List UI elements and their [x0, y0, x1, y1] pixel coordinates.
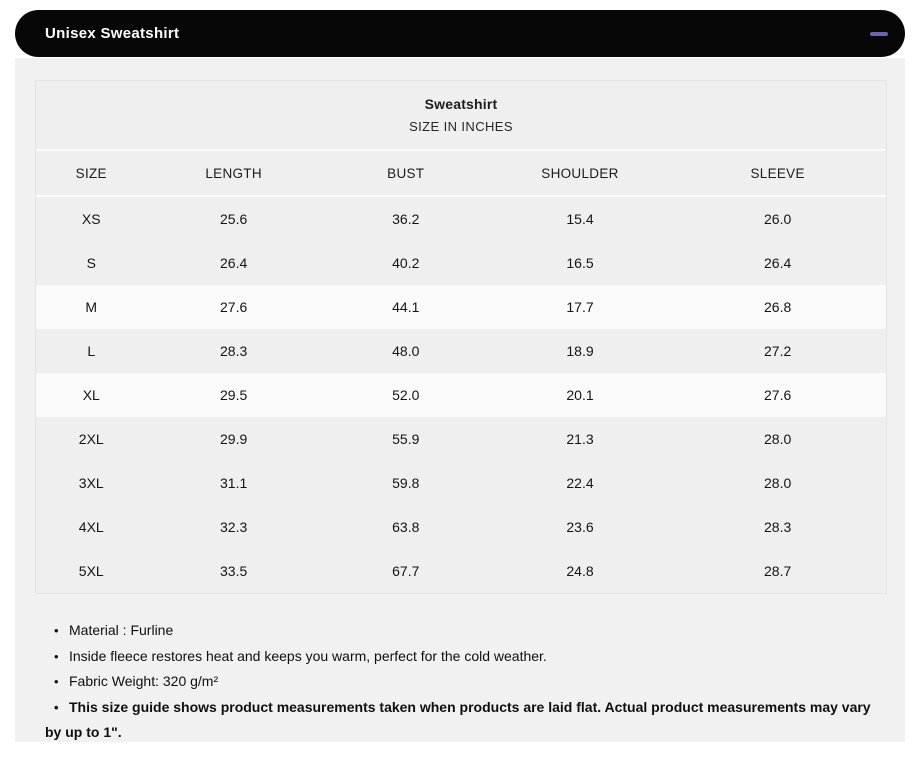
cell-bust: 67.7: [392, 563, 420, 579]
cell-size: XL: [82, 387, 100, 403]
bullet-icon: •: [54, 699, 59, 715]
table-row-3xl: 3XL 31.1 59.8 22.4 28.0: [36, 461, 886, 505]
cell-size: L: [87, 343, 96, 359]
column-header-shoulder: SHOULDER: [541, 165, 619, 181]
table-row-5xl: 5XL 33.5 67.7 24.8 28.7: [36, 549, 886, 593]
size-table-body: XS 25.6 36.2 15.4 26.0 S 26.4 40.2 16.5 26.4 M 27.6…: [36, 197, 886, 593]
cell-bust: 44.1: [392, 299, 420, 315]
cell-sleeve: 27.2: [764, 343, 792, 359]
table-title: Sweatshirt: [424, 96, 498, 112]
table-row-m: M 27.6 44.1 17.7 26.8: [36, 285, 886, 329]
cell-bust: 36.2: [392, 211, 420, 227]
cell-shoulder: 18.9: [566, 343, 594, 359]
accordion-header-unisex-sweatshirt[interactable]: Unisex Sweatshirt: [15, 10, 905, 57]
cell-sleeve: 28.0: [764, 475, 792, 491]
cell-sleeve: 28.3: [764, 519, 792, 535]
cell-sleeve: 26.0: [764, 211, 792, 227]
cell-bust: 40.2: [392, 255, 420, 271]
cell-shoulder: 20.1: [566, 387, 594, 403]
row-separator: [36, 149, 886, 151]
column-header-size: SIZE: [75, 165, 107, 181]
cell-length: 25.6: [220, 211, 248, 227]
accordion-title: Unisex Sweatshirt: [45, 25, 180, 42]
cell-sleeve: 26.4: [764, 255, 792, 271]
collapse-minus-icon[interactable]: [870, 31, 888, 36]
cell-sleeve: 28.0: [764, 431, 792, 447]
column-header-bust: BUST: [387, 165, 425, 181]
bullet-icon: •: [54, 623, 59, 638]
size-table-caption: Sweatshirt SIZE IN INCHES: [36, 81, 886, 149]
table-row-l: L 28.3 48.0 18.9 27.2: [36, 329, 886, 373]
cell-size: M: [85, 299, 98, 315]
cell-shoulder: 16.5: [566, 255, 594, 271]
cell-bust: 55.9: [392, 431, 420, 447]
bullet-icon: •: [54, 674, 59, 689]
note-item: • Fabric Weight: 320 g/m²: [45, 669, 889, 695]
cell-shoulder: 23.6: [566, 519, 594, 535]
bullet-icon: •: [54, 648, 59, 664]
column-header-length: LENGTH: [205, 165, 262, 181]
cell-shoulder: 21.3: [566, 431, 594, 447]
cell-size: 5XL: [78, 563, 104, 579]
table-row-xl: XL 29.5 52.0 20.1 27.6: [36, 373, 886, 417]
cell-size: 3XL: [78, 475, 104, 491]
cell-size: XS: [81, 211, 101, 227]
size-table-header-row: SIZE LENGTH BUST SHOULDER SLEEVE: [36, 151, 886, 195]
column-header-sleeve: SLEEVE: [750, 165, 805, 181]
table-row-2xl: 2XL 29.9 55.9 21.3 28.0: [36, 417, 886, 461]
row-separator: [36, 195, 886, 197]
cell-size: 4XL: [78, 519, 104, 535]
cell-shoulder: 22.4: [566, 475, 594, 491]
table-row-xs: XS 25.6 36.2 15.4 26.0: [36, 197, 886, 241]
cell-sleeve: 26.8: [764, 299, 792, 315]
cell-length: 29.5: [220, 387, 248, 403]
cell-length: 33.5: [220, 563, 248, 579]
table-row-4xl: 4XL 32.3 63.8 23.6 28.3: [36, 505, 886, 549]
note-item: • Material : Furline: [45, 618, 889, 644]
cell-bust: 52.0: [392, 387, 420, 403]
size-guide-panel: Sweatshirt SIZE IN INCHES SIZE LENGTH BUST…: [15, 58, 905, 742]
cell-length: 32.3: [220, 519, 248, 535]
cell-length: 28.3: [220, 343, 248, 359]
cell-sleeve: 28.7: [764, 563, 792, 579]
table-row-s: S 26.4 40.2 16.5 26.4: [36, 241, 886, 285]
note-item: • Inside fleece restores heat and keeps y…: [45, 644, 889, 670]
cell-bust: 48.0: [392, 343, 420, 359]
cell-shoulder: 24.8: [566, 563, 594, 579]
size-table: Sweatshirt SIZE IN INCHES SIZE LENGTH BUST…: [35, 80, 887, 594]
cell-sleeve: 27.6: [764, 387, 792, 403]
cell-length: 29.9: [220, 431, 248, 447]
cell-bust: 59.8: [392, 475, 420, 491]
cell-size: S: [86, 255, 96, 271]
cell-shoulder: 15.4: [566, 211, 594, 227]
cell-length: 26.4: [220, 255, 248, 271]
cell-shoulder: 17.7: [566, 299, 594, 315]
notes-list: • Material : Furline • Inside fleece restor…: [15, 572, 905, 745]
cell-length: 27.6: [220, 299, 248, 315]
table-subtitle: SIZE IN INCHES: [409, 119, 513, 134]
note-item: • This size guide shows product measureme…: [45, 695, 889, 745]
cell-length: 31.1: [220, 475, 248, 491]
cell-bust: 63.8: [392, 519, 420, 535]
cell-size: 2XL: [78, 431, 104, 447]
